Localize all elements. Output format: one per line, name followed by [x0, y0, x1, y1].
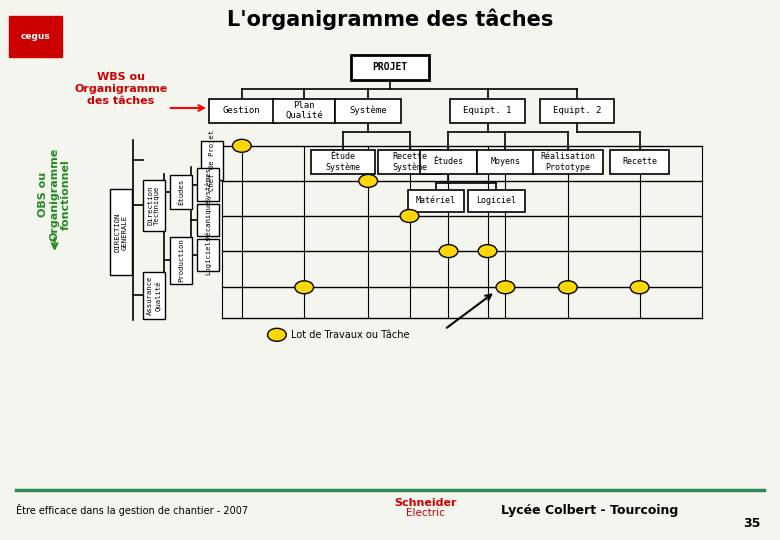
Text: 35: 35	[743, 517, 760, 530]
FancyBboxPatch shape	[451, 98, 524, 123]
Text: Études: Études	[178, 179, 184, 205]
Circle shape	[359, 174, 378, 187]
Text: Être efficace dans la gestion de chantier - 2007: Être efficace dans la gestion de chantie…	[16, 504, 248, 516]
FancyBboxPatch shape	[408, 190, 465, 212]
Text: Étude
Système: Étude Système	[326, 152, 360, 172]
Text: cegus: cegus	[21, 32, 51, 41]
Text: Production: Production	[178, 238, 184, 282]
Text: Mécanique: Mécanique	[205, 200, 211, 239]
Text: Plan
Qualité: Plan Qualité	[285, 101, 323, 120]
FancyBboxPatch shape	[351, 55, 429, 79]
FancyBboxPatch shape	[9, 16, 62, 57]
FancyBboxPatch shape	[378, 150, 441, 174]
FancyBboxPatch shape	[197, 168, 219, 201]
Text: Chef de Projet: Chef de Projet	[209, 130, 215, 191]
FancyBboxPatch shape	[311, 150, 375, 174]
Text: Systèmes: Systèmes	[205, 167, 211, 202]
FancyBboxPatch shape	[143, 179, 165, 231]
FancyBboxPatch shape	[110, 189, 132, 275]
Circle shape	[232, 139, 251, 152]
Circle shape	[295, 281, 314, 294]
Text: Logiciels: Logiciels	[205, 235, 211, 274]
FancyBboxPatch shape	[477, 150, 534, 174]
Text: Réalisation
Prototype: Réalisation Prototype	[541, 152, 595, 172]
FancyBboxPatch shape	[170, 237, 192, 284]
Text: DIRECTION
GENERALE: DIRECTION GENERALE	[115, 213, 127, 252]
FancyBboxPatch shape	[335, 98, 401, 123]
Text: Equipt. 2: Equipt. 2	[553, 106, 601, 115]
Circle shape	[439, 245, 458, 258]
Text: Gestion: Gestion	[223, 106, 261, 115]
Text: Logiciel: Logiciel	[476, 197, 516, 205]
Text: Recette
Système: Recette Système	[392, 152, 427, 172]
FancyBboxPatch shape	[197, 239, 219, 271]
Text: OBS ou
Organigramme
fonctionnel: OBS ou Organigramme fonctionnel	[38, 148, 71, 241]
FancyBboxPatch shape	[201, 140, 223, 180]
Text: L'organigramme des tâches: L'organigramme des tâches	[227, 8, 553, 30]
Circle shape	[496, 281, 515, 294]
Text: Assurance
Qualité: Assurance Qualité	[147, 276, 161, 315]
Circle shape	[630, 281, 649, 294]
Circle shape	[268, 328, 286, 341]
FancyBboxPatch shape	[273, 98, 335, 123]
FancyBboxPatch shape	[533, 150, 603, 174]
Text: Système: Système	[349, 106, 387, 116]
Text: WBS ou
Organigramme
des tâches: WBS ou Organigramme des tâches	[74, 72, 168, 106]
FancyBboxPatch shape	[197, 204, 219, 236]
Text: Études: Études	[434, 158, 463, 166]
Text: Matériel: Matériel	[416, 197, 456, 205]
FancyBboxPatch shape	[170, 174, 192, 208]
Text: Lycée Colbert - Tourcoing: Lycée Colbert - Tourcoing	[502, 504, 679, 517]
Circle shape	[400, 210, 419, 222]
FancyBboxPatch shape	[143, 272, 165, 319]
FancyBboxPatch shape	[209, 98, 275, 123]
Circle shape	[558, 281, 577, 294]
Text: Lot de Travaux ou Tâche: Lot de Travaux ou Tâche	[291, 330, 410, 340]
Text: Electric: Electric	[406, 508, 445, 518]
FancyBboxPatch shape	[610, 150, 668, 174]
FancyBboxPatch shape	[468, 190, 524, 212]
Text: Direction
Technique: Direction Technique	[147, 186, 160, 225]
Text: PROJET: PROJET	[372, 63, 408, 72]
Circle shape	[478, 245, 497, 258]
Text: Moyens: Moyens	[491, 158, 520, 166]
Text: Schneider: Schneider	[394, 497, 456, 508]
FancyBboxPatch shape	[540, 98, 615, 123]
Text: Equipt. 1: Equipt. 1	[463, 106, 512, 115]
FancyBboxPatch shape	[420, 150, 477, 174]
Text: Recette: Recette	[622, 158, 657, 166]
